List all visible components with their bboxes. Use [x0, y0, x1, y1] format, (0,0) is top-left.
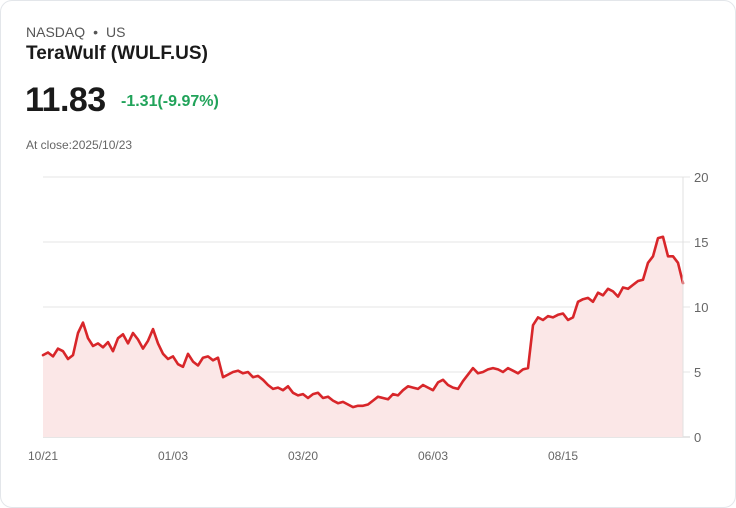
stock-title: TeraWulf (WULF.US): [26, 43, 208, 64]
exchange-line: NASDAQ • US: [26, 24, 125, 40]
region: US: [106, 24, 126, 40]
y-axis-ticks: 0 5 10 15 20: [694, 170, 708, 445]
separator-dot: •: [93, 24, 99, 40]
x-tick-label: 01/03: [158, 449, 188, 463]
price-line: [41, 235, 685, 409]
y-tick-label: 10: [694, 300, 708, 315]
x-tick-label: 06/03: [418, 449, 448, 463]
price-area-fill: [43, 236, 683, 437]
y-tick-label: 20: [694, 170, 708, 185]
price-change: -1.31(-9.97%): [121, 93, 219, 110]
close-date: At close:2025/10/23: [26, 138, 133, 152]
x-axis-ticks: 10/21 01/03 03/20 06/03 08/15: [28, 449, 578, 463]
x-tick-label: 10/21: [28, 449, 58, 463]
y-tick-label: 0: [694, 430, 701, 445]
x-tick-label: 08/15: [548, 449, 578, 463]
x-tick-label: 03/20: [288, 449, 318, 463]
exchange-name: NASDAQ: [26, 24, 86, 40]
y-tick-label: 15: [694, 235, 708, 250]
y-tick-label: 5: [694, 365, 701, 380]
current-price: 11.83: [25, 81, 106, 119]
